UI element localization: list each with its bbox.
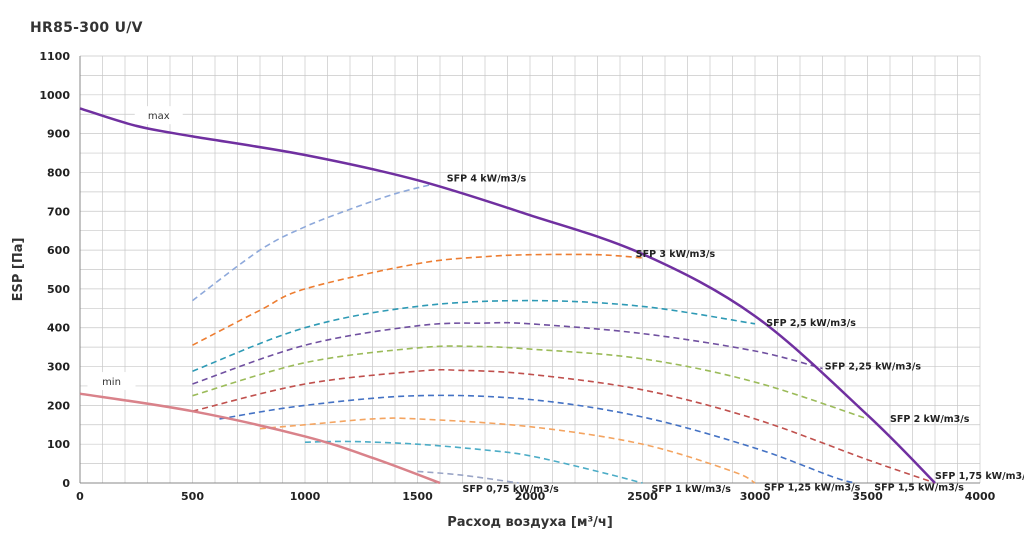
y-tick-label: 900: [47, 128, 70, 141]
grid: [79, 55, 981, 484]
x-tick-label: 3000: [740, 490, 771, 503]
x-tick-label: 2500: [627, 490, 658, 503]
sfp-series-label: SFP 1,75 kW/m3/s: [935, 471, 1024, 482]
curve-label-box: [87, 372, 136, 391]
sfp-series-label: SFP 0,75 kW/m3/s: [463, 484, 560, 495]
y-tick-label: 1100: [39, 50, 70, 63]
y-axis-label: ESP [Па]: [11, 238, 26, 302]
x-tick-label: 4000: [965, 490, 996, 503]
sfp-series-label: SFP 1 kW/m3/s: [652, 484, 732, 495]
x-axis-label: Расход воздуха [м³/ч]: [447, 515, 613, 530]
sfp-series-line: [417, 470, 519, 484]
sfp-series-line: [192, 299, 756, 372]
sfp-series-line: [192, 183, 434, 302]
curve-label-box: [134, 106, 183, 125]
sfp-series-label: SFP 2,5 kW/m3/s: [766, 318, 856, 329]
y-tick-label: 100: [47, 438, 70, 451]
curve-label-min: min: [102, 377, 121, 388]
sfp-series-line: [192, 345, 868, 420]
sfp-series-line: [192, 368, 936, 484]
chart-title: HR85-300 U/V: [30, 20, 143, 36]
y-tick-label: 400: [47, 322, 70, 335]
x-tick-label: 0: [76, 490, 84, 503]
sfp-series-line: [304, 440, 643, 484]
boundary-curve-min: [79, 392, 441, 485]
x-tick-label: 1500: [402, 490, 433, 503]
sfp-series-label: SFP 2 kW/m3/s: [890, 414, 970, 425]
sfp-series-line: [219, 394, 857, 484]
sfp-series-line: [259, 417, 756, 484]
curve-label-max: max: [148, 111, 170, 122]
sfp-series-label: SFP 4 kW/m3/s: [447, 173, 527, 184]
y-tick-label: 800: [47, 166, 70, 179]
y-tick-label: 700: [47, 205, 70, 218]
sfp-series-label: SFP 3 kW/m3/s: [636, 249, 716, 260]
sfp-series-line: [192, 253, 643, 346]
y-tick-label: 0: [62, 477, 70, 490]
y-tick-label: 200: [47, 399, 70, 412]
sfp-series-label: SFP 1,5 kW/m3/s: [874, 482, 964, 493]
x-tick-label: 500: [181, 490, 204, 503]
y-tick-label: 300: [47, 361, 70, 374]
sfp-series-line: [192, 321, 823, 385]
x-tick-label: 3500: [852, 490, 883, 503]
x-tick-label: 1000: [290, 490, 321, 503]
sfp-series-label: SFP 2,25 kW/m3/s: [825, 362, 922, 373]
x-tick-label: 2000: [515, 490, 546, 503]
y-tick-label: 500: [47, 283, 70, 296]
sfp-series-label: SFP 1,25 kW/m3/s: [764, 482, 861, 493]
y-tick-label: 1000: [39, 89, 70, 102]
boundary-curve-max: [79, 107, 936, 484]
y-tick-label: 600: [47, 244, 70, 257]
